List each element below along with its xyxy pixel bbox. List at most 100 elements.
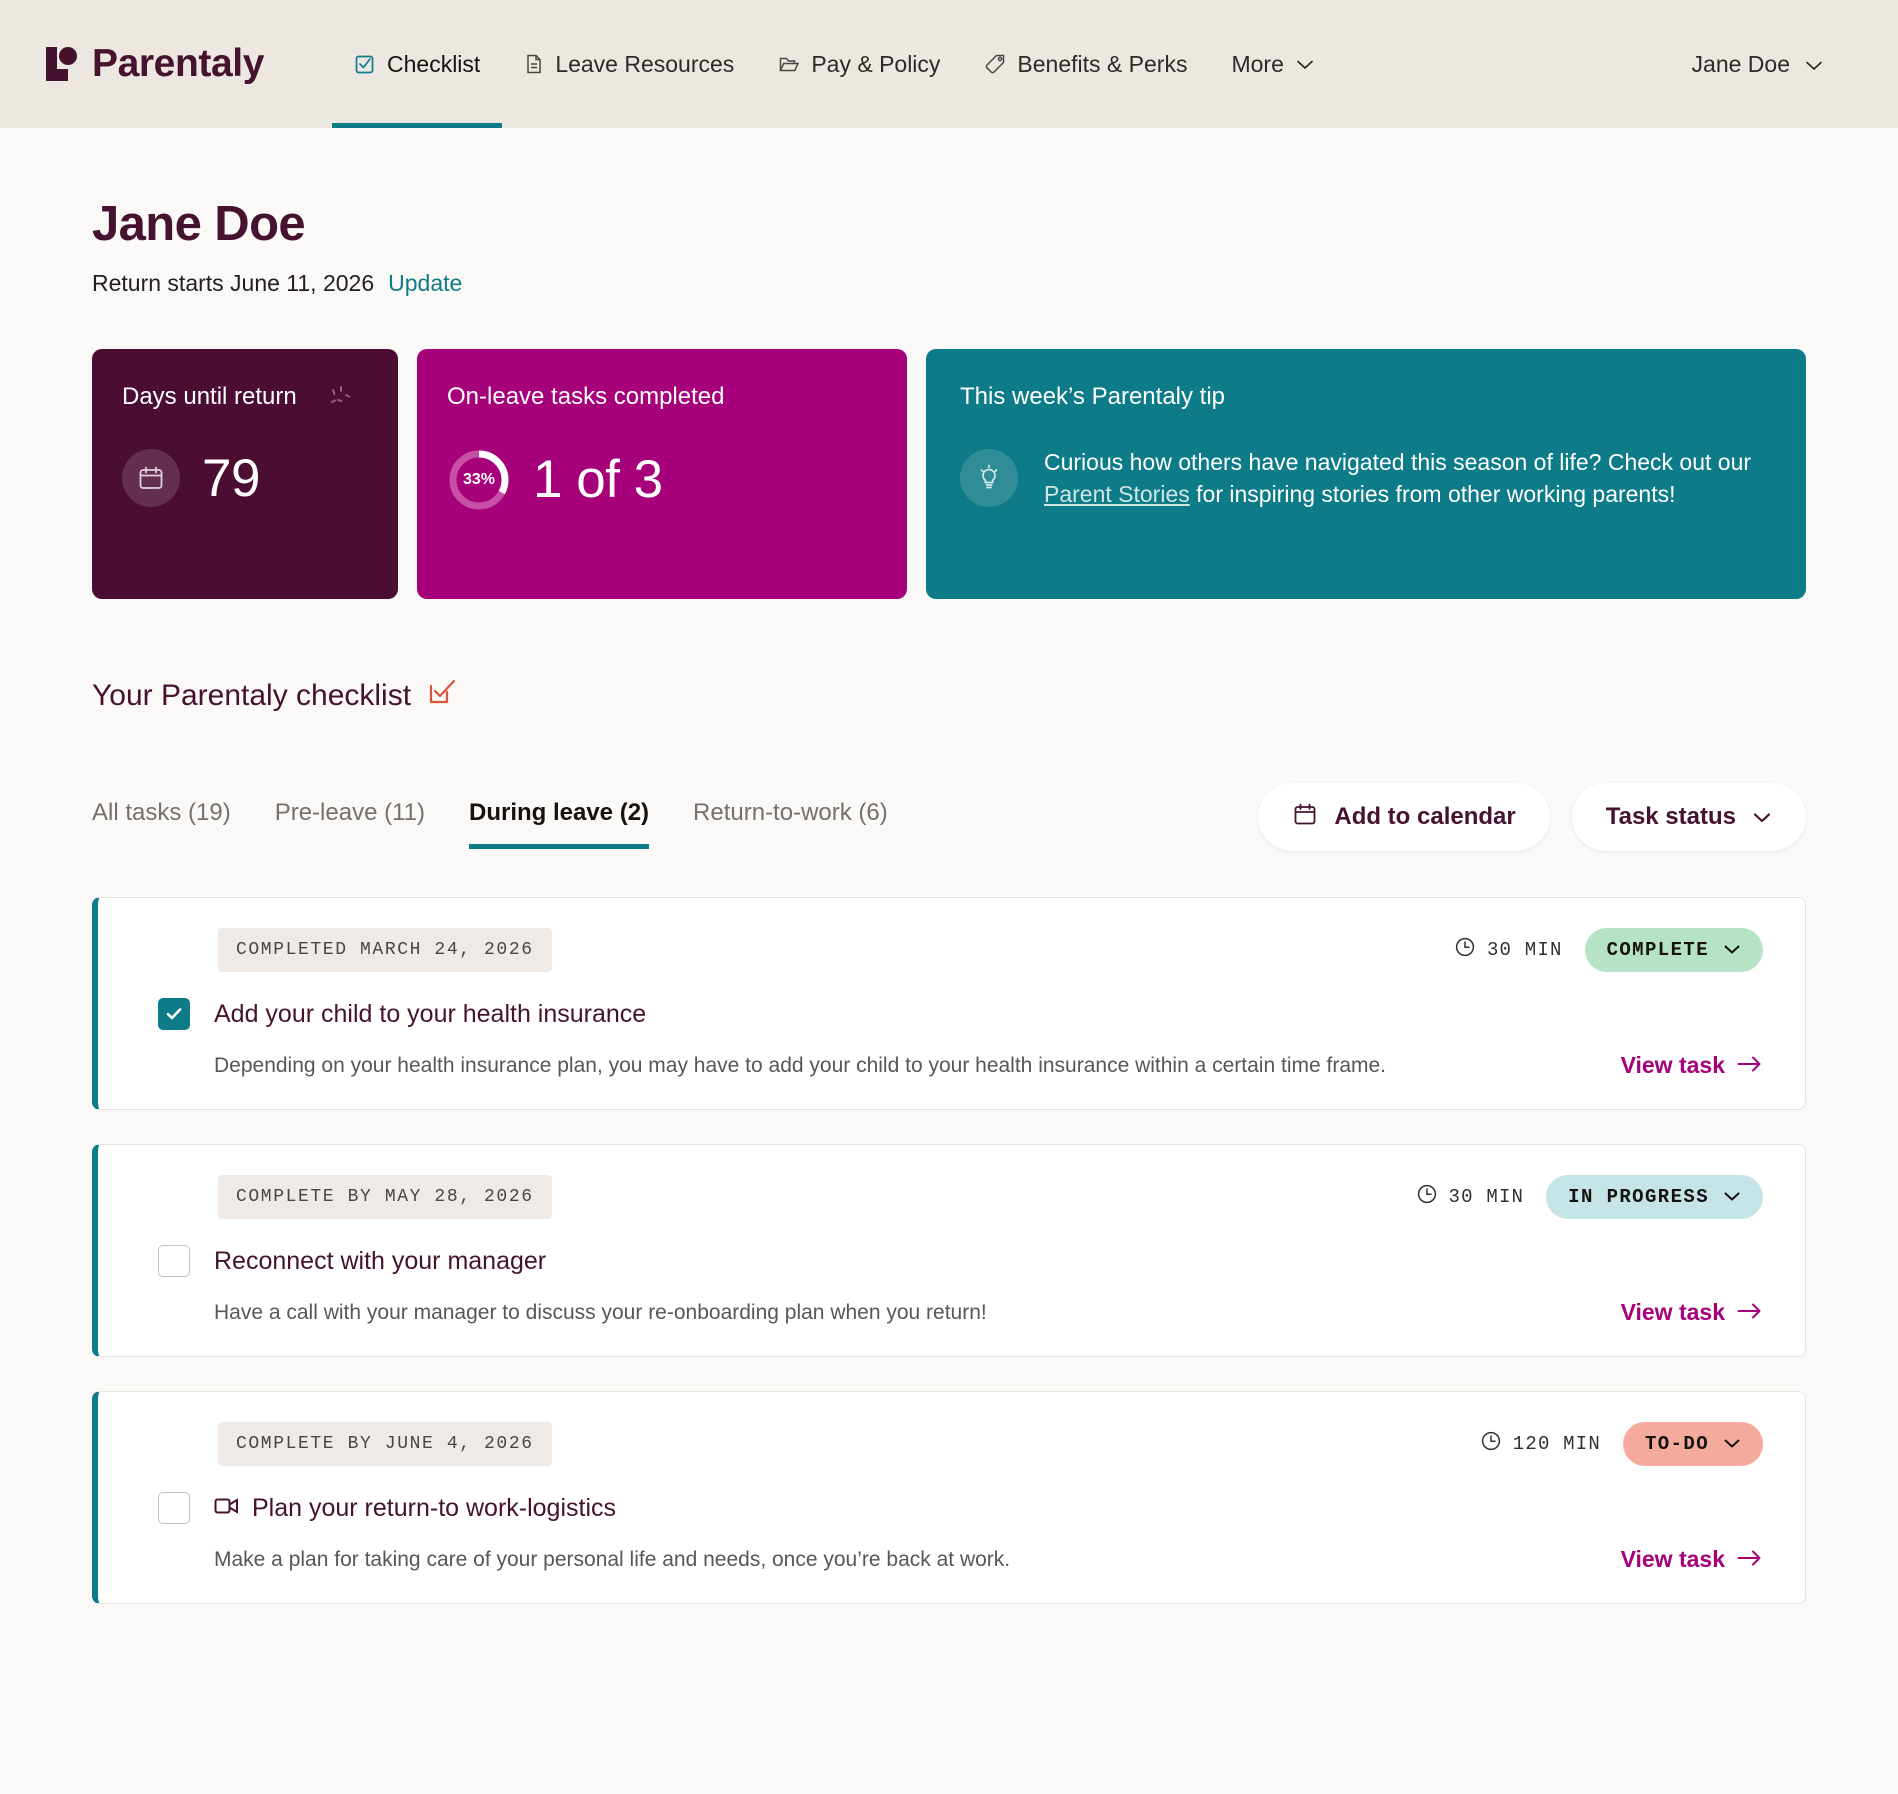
card-body: 33% 1 of 3 [447, 448, 877, 512]
add-to-calendar-button[interactable]: Add to calendar [1258, 783, 1550, 851]
account-menu[interactable]: Jane Doe [1692, 51, 1854, 78]
nav-item-label: Leave Resources [555, 50, 735, 77]
task-title[interactable]: Add your child to your health insurance [214, 1000, 646, 1029]
task-title-row: Add your child to your health insurance [132, 998, 1763, 1030]
chevron-down-icon [1723, 939, 1741, 961]
lightbulb-icon [960, 449, 1018, 508]
calendar-icon [122, 449, 180, 508]
tip-text-before: Curious how others have navigated this s… [1044, 448, 1752, 475]
task-header: COMPLETE BY MAY 28, 2026 30 MIN IN PROGR… [132, 1175, 1763, 1219]
tab-return-to-work[interactable]: Return-to-work (6) [693, 799, 888, 826]
view-task-label: View task [1620, 1299, 1725, 1325]
calendar-icon [1292, 801, 1318, 834]
brand-name: Parentaly [92, 42, 264, 85]
chevron-down-icon [1723, 1433, 1741, 1455]
progress-donut: 33% [447, 448, 511, 512]
task-checkbox[interactable] [158, 1245, 190, 1277]
nav-item-leave-resources[interactable]: Leave Resources [502, 0, 756, 128]
view-task-link[interactable]: View task [1621, 1052, 1763, 1079]
task-title-row: Plan your return-to work-logistics [132, 1492, 1763, 1524]
update-return-date-link[interactable]: Update [388, 270, 463, 296]
nav-item-label: Pay & Policy [811, 50, 941, 77]
view-task-link[interactable]: View task [1621, 1546, 1763, 1573]
account-name: Jane Doe [1691, 50, 1790, 77]
card-label: This week’s Parentaly tip [960, 383, 1226, 410]
parentaly-mark-icon [44, 45, 78, 83]
top-navigation-bar: Parentaly Checklist Leave Resources [0, 0, 1898, 128]
chevron-down-icon [1723, 1186, 1741, 1208]
task-row: COMPLETED MARCH 24, 2026 30 MIN COMPLETE [92, 897, 1806, 1110]
page-title: Jane Doe [92, 197, 306, 251]
summary-cards: Days until return 79 On-leav [92, 349, 1806, 599]
checklist-heading-label: Your Parentaly checklist [92, 679, 412, 712]
chevron-down-icon [1752, 803, 1772, 831]
checklist-toolbar: All tasks (19) Pre-leave (11) During lea… [92, 783, 1806, 865]
view-task-label: View task [1620, 1546, 1725, 1572]
task-duration-label: 30 MIN [1486, 939, 1563, 961]
parent-stories-link[interactable]: Parent Stories [1044, 481, 1190, 508]
tab-all-tasks[interactable]: All tasks (19) [92, 799, 231, 826]
brand-logo[interactable]: Parentaly [44, 42, 264, 86]
task-checkbox[interactable] [158, 998, 190, 1030]
task-row: COMPLETE BY JUNE 4, 2026 120 MIN TO-DO [92, 1391, 1806, 1604]
document-icon [524, 53, 544, 75]
folder-icon [778, 54, 800, 74]
tip-row: Curious how others have navigated this s… [960, 446, 1772, 511]
arrow-right-icon [1737, 1052, 1763, 1079]
checkbox-check-icon [354, 53, 376, 75]
nav-item-more[interactable]: More [1209, 0, 1336, 128]
tab-during-leave[interactable]: During leave (2) [447, 799, 671, 849]
task-duration-label: 120 MIN [1512, 1433, 1601, 1455]
task-duration: 120 MIN [1480, 1430, 1601, 1458]
task-description: Depending on your health insurance plan,… [214, 1053, 1387, 1077]
nav-item-benefits-perks[interactable]: Benefits & Perks [962, 0, 1209, 128]
tab-pre-leave[interactable]: Pre-leave (11) [274, 799, 425, 826]
task-status-badge[interactable]: TO-DO [1622, 1422, 1763, 1466]
task-status-filter-button[interactable]: Task status [1571, 783, 1806, 851]
task-description: Make a plan for taking care of your pers… [214, 1547, 1011, 1571]
task-list: COMPLETED MARCH 24, 2026 30 MIN COMPLETE [92, 897, 1806, 1604]
chevron-down-icon [1295, 58, 1315, 71]
nav-item-label: Benefits & Perks [1017, 50, 1188, 77]
toolbar-actions: Add to calendar Task status [1258, 783, 1806, 865]
view-task-label: View task [1620, 1052, 1725, 1078]
nav-item-checklist[interactable]: Checklist [332, 0, 503, 128]
sparkle-icon [324, 383, 362, 426]
task-checkbox[interactable] [158, 1492, 190, 1524]
progress-percent-label: 33% [462, 470, 496, 488]
on-leave-tasks-card: On-leave tasks completed 33% 1 of 3 [417, 349, 907, 599]
card-body: 79 [122, 448, 368, 509]
video-camera-icon [214, 1494, 240, 1523]
task-date-chip: COMPLETE BY JUNE 4, 2026 [218, 1422, 552, 1466]
task-status-badge[interactable]: IN PROGRESS [1546, 1175, 1763, 1219]
nav-item-label: More [1231, 50, 1284, 77]
nav-item-pay-policy[interactable]: Pay & Policy [756, 0, 962, 128]
task-date-chip: COMPLETE BY MAY 28, 2026 [218, 1175, 552, 1219]
clock-icon [1480, 1430, 1502, 1458]
chevron-down-icon [1804, 51, 1824, 78]
task-header: COMPLETE BY JUNE 4, 2026 120 MIN TO-DO [132, 1422, 1763, 1466]
task-duration: 30 MIN [1454, 936, 1563, 964]
view-task-link[interactable]: View task [1621, 1299, 1763, 1326]
checklist-heading: Your Parentaly checklist [92, 677, 1806, 715]
clock-icon [1454, 936, 1476, 964]
nav-links: Checklist Leave Resources Pay & Policy [332, 0, 1337, 128]
task-meta: 30 MIN COMPLETE [1454, 928, 1763, 972]
checkbox-marked-icon [427, 677, 457, 715]
task-status-badge[interactable]: COMPLETE [1584, 928, 1763, 972]
task-title-label: Reconnect with your manager [214, 1246, 547, 1275]
task-footer: Make a plan for taking care of your pers… [132, 1546, 1763, 1573]
task-status-text: IN PROGRESS [1568, 1186, 1709, 1208]
task-title[interactable]: Reconnect with your manager [214, 1247, 546, 1276]
task-title-label: Plan your return-to work-logistics [252, 1493, 617, 1522]
days-until-return-value: 79 [202, 448, 260, 508]
task-footer: Depending on your health insurance plan,… [132, 1052, 1763, 1079]
on-leave-tasks-value: 1 of 3 [533, 450, 663, 510]
task-status-text: COMPLETE [1606, 939, 1709, 961]
task-duration: 30 MIN [1416, 1183, 1525, 1211]
card-label: Days until return [122, 383, 297, 410]
task-title[interactable]: Plan your return-to work-logistics [214, 1494, 616, 1523]
task-header: COMPLETED MARCH 24, 2026 30 MIN COMPLETE [132, 928, 1763, 972]
task-title-row: Reconnect with your manager [132, 1245, 1763, 1277]
page-content: Jane Doe Return starts June 11, 2026 Upd… [0, 196, 1898, 1604]
